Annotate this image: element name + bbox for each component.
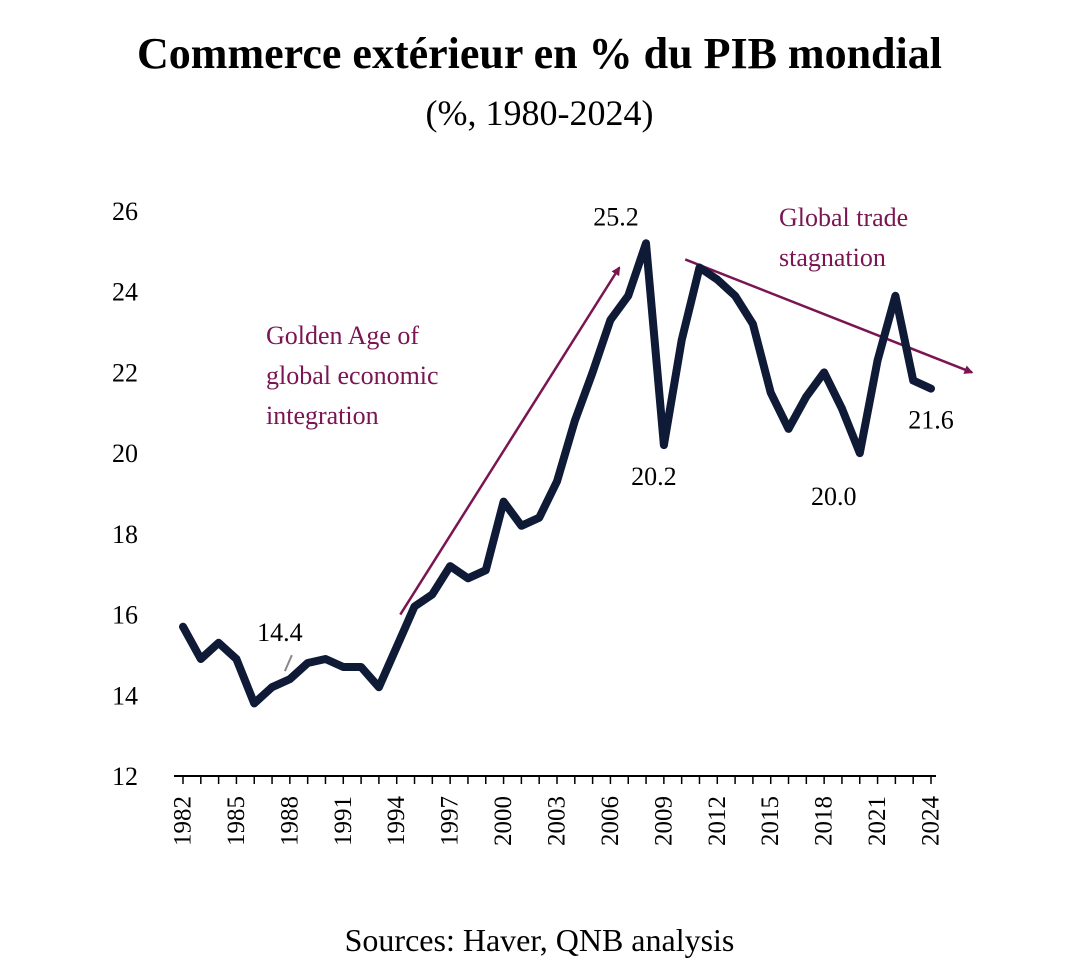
annotation-line: stagnation xyxy=(779,243,886,272)
x-tick-label: 2000 xyxy=(490,796,517,846)
annotation-line: Golden Age of xyxy=(266,321,419,350)
x-tick-label: 1994 xyxy=(383,796,410,847)
series-layer xyxy=(179,239,935,708)
x-tick-label: 2012 xyxy=(704,796,731,846)
x-tick-label: 1991 xyxy=(330,796,357,846)
chart-subtitle: (%, 1980-2024) xyxy=(425,93,654,133)
annotation-line: Global trade xyxy=(779,203,908,232)
chart-source: Sources: Haver, QNB analysis xyxy=(344,922,735,958)
annotation-text: Global trade stagnation xyxy=(779,203,908,272)
x-tick-label: 2015 xyxy=(757,796,784,846)
x-tick-label: 2018 xyxy=(811,796,838,846)
trend-arrow xyxy=(684,258,974,374)
x-tick-label: 1997 xyxy=(437,796,464,846)
trend-arrows xyxy=(399,258,974,616)
y-tick-label: 12 xyxy=(112,762,138,791)
data-label: 20.0 xyxy=(811,482,857,511)
y-tick-label: 16 xyxy=(112,601,138,630)
annotation-line: global economic xyxy=(266,361,439,390)
x-tick-label: 1982 xyxy=(170,796,197,846)
data-labels: 14.4 25.2 20.2 20.0 21.6 xyxy=(257,202,954,672)
x-tick-label: 2021 xyxy=(864,796,891,846)
series-line xyxy=(179,239,935,708)
data-label: 20.2 xyxy=(631,462,677,491)
chart-title: Commerce extérieur en % du PIB mondial xyxy=(137,29,942,78)
y-tick-label: 18 xyxy=(112,520,138,549)
y-tick-label: 20 xyxy=(112,439,138,468)
annotation-line: integration xyxy=(266,401,379,430)
axes: 1982 1985 1988 1991 1994 1997 2000 2003 2006 2009… xyxy=(112,197,945,846)
x-tick-label: 1985 xyxy=(223,796,250,846)
label-leader-line xyxy=(283,654,293,672)
annotation-text: Golden Age of global economic integration xyxy=(266,321,439,430)
data-label: 21.6 xyxy=(908,406,954,435)
trend-arrow xyxy=(399,266,621,616)
x-tick-label: 2003 xyxy=(544,796,571,846)
x-tick-label: 2009 xyxy=(650,796,677,846)
x-tick-label: 2006 xyxy=(597,796,624,846)
y-tick-label: 14 xyxy=(112,681,138,710)
data-label: 14.4 xyxy=(257,618,303,647)
x-tick-label: 2024 xyxy=(918,796,945,847)
y-tick-label: 22 xyxy=(112,358,138,387)
x-tick-label: 1988 xyxy=(276,796,303,846)
y-tick-label: 26 xyxy=(112,197,138,226)
data-label: 25.2 xyxy=(593,202,639,231)
annotations: Golden Age of global economic integrationG… xyxy=(266,203,908,430)
y-tick-label: 24 xyxy=(112,278,138,307)
